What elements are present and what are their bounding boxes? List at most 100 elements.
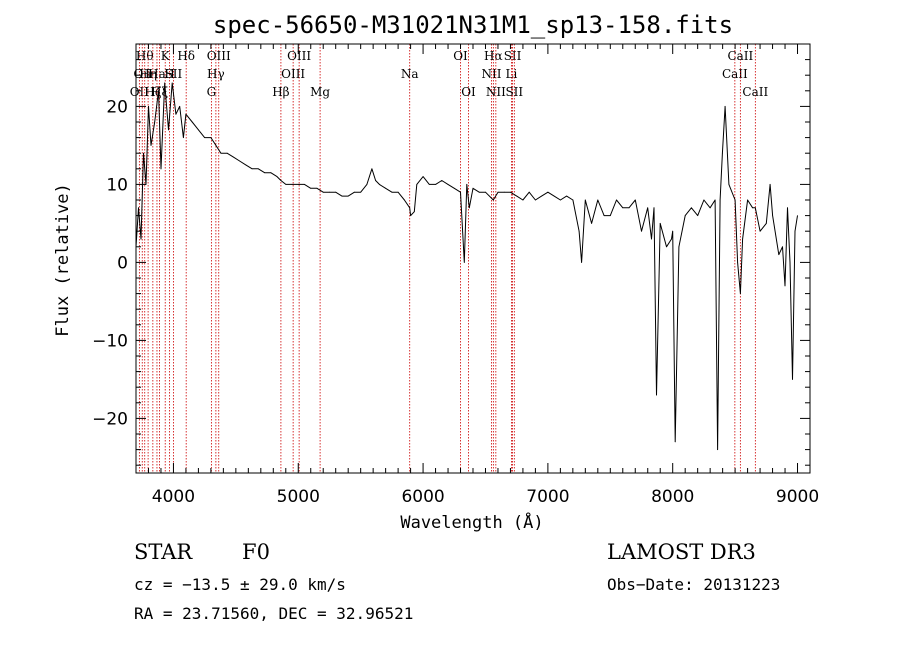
data-point [684,215,686,217]
data-point [778,254,780,256]
data-point [737,262,738,263]
data-point [591,223,592,224]
data-point [297,184,299,185]
x-tick-label: 8000 [651,487,694,507]
data-point [740,293,741,294]
data-point [581,262,582,263]
marker-label-1: Oii [133,67,151,81]
data-point [719,199,721,201]
data-point [485,191,486,193]
data-point [553,195,555,197]
data-point [453,187,455,189]
y-tick-label: 0 [117,253,128,273]
marker-label-9: SII [165,67,183,81]
data-point [691,207,692,209]
marker-label-5: Ha [148,67,166,81]
data-point [797,215,798,217]
data-point [782,246,783,248]
x-tick-label: 7000 [526,487,569,507]
data-point [322,191,324,193]
plot-frame [135,43,811,474]
data-point [371,168,373,170]
data-point [404,199,405,201]
data-point [674,441,676,443]
marker-label-14: Hβ [272,85,289,99]
data-point [413,211,415,213]
marker-label-24: Li [506,67,518,81]
data-point [422,176,424,178]
data-point [522,199,524,201]
marker-label-25: SII [504,49,522,63]
data-point [560,199,561,201]
marker-label-29: CaII [742,85,768,99]
data-point [722,152,723,154]
data-point [239,160,241,162]
data-point [765,223,767,224]
data-point [578,230,580,232]
data-point [138,207,139,209]
data-point [656,394,657,396]
data-point [628,207,630,209]
data-point [397,191,399,193]
marker-label-28: CaII [727,49,753,63]
data-point [641,230,642,232]
data-point [366,184,368,185]
data-point [752,207,753,209]
data-point [747,199,748,201]
data-point [251,168,253,170]
data-point [191,121,193,123]
data-point [678,246,680,248]
data-point [175,113,177,115]
marker-label-18: Na [401,67,419,81]
y-tick-label: −10 [92,331,128,351]
data-point [460,191,461,193]
data-point [603,215,605,217]
data-point [304,184,305,185]
data-point [143,152,144,154]
data-point [616,199,617,201]
data-point [276,176,278,178]
data-point [154,121,156,123]
data-point [354,191,355,193]
marker-label-10: Hδ [177,49,195,63]
data-point [375,180,376,181]
data-point [316,187,318,189]
data-point [285,184,287,185]
data-point [754,207,756,209]
data-point [672,230,674,232]
marker-label-20: OI [461,85,476,99]
data-point [671,238,672,240]
data-point [714,199,716,201]
data-point [150,145,152,146]
data-point [160,168,162,170]
data-point [728,184,730,185]
data-point [264,172,265,174]
data-point [179,106,181,107]
marker-label-15: OIII [281,67,305,81]
data-point [724,106,726,107]
data-point [472,187,474,189]
data-point [510,191,511,193]
line-markers: OIIOiiHθHηHζHaHξKHSIIHδGHγOIIIHβOIIIOIII… [130,44,768,473]
data-point [622,207,624,209]
object-subclass: F0 [242,540,270,564]
marker-label-21: NII [481,67,501,81]
x-tick-label: 5000 [277,487,320,507]
data-point [651,238,652,240]
data-point [516,195,518,197]
data-point [784,285,786,287]
data-point [447,184,449,185]
data-point [435,184,436,185]
data-point [769,184,771,185]
marker-label-2: Hθ [136,49,154,63]
data-point [647,207,649,209]
data-point [215,145,217,146]
data-point [185,113,187,115]
data-point [609,215,611,217]
marker-label-8: H [164,67,174,81]
data-point [416,184,418,185]
data-point [535,199,536,201]
data-point [385,187,386,189]
marker-label-12: Hγ [207,67,225,81]
data-point [717,449,718,450]
